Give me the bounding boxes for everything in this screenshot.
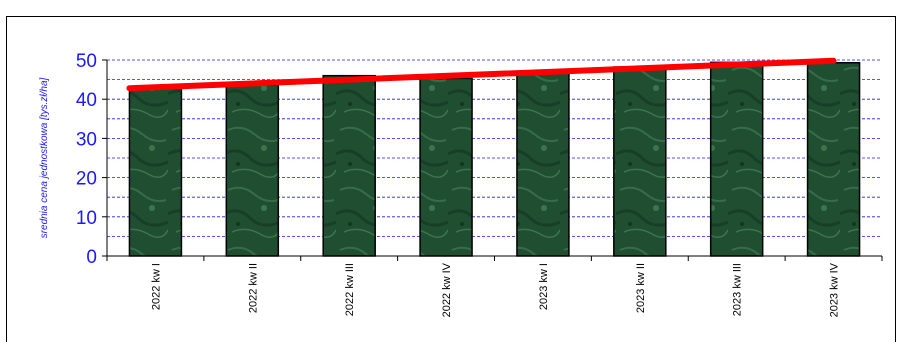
x-tick-label: 2023 kw III xyxy=(732,263,744,316)
y-tick-label: 0 xyxy=(86,247,97,268)
trend-line xyxy=(126,57,837,92)
bar xyxy=(709,61,764,257)
y-tick-label: 20 xyxy=(76,169,97,190)
x-tick-label: 2022 kw I xyxy=(150,263,162,310)
x-tick-label: 2022 kw II xyxy=(247,263,259,313)
y-tick-label: 30 xyxy=(76,129,97,150)
bar xyxy=(128,85,183,257)
y-axis-label: srednia cena jednostkowa [tys.zł/ha] xyxy=(39,77,50,238)
trendline xyxy=(126,57,837,92)
bar xyxy=(322,74,376,257)
bar xyxy=(419,77,473,257)
x-tick-label: 2023 kw IV xyxy=(829,262,841,317)
x-tick-label: 2022 kw III xyxy=(344,263,356,316)
axes: 0 10 20 30 40 50 2022 kw I 2022 kw II 2022 kw II… xyxy=(76,51,883,317)
bar xyxy=(516,71,570,257)
y-tick-label: 10 xyxy=(76,208,97,229)
bar xyxy=(225,84,280,257)
bar xyxy=(613,66,667,257)
x-tick-label: 2023 kw I xyxy=(538,263,550,310)
y-tick-label: 40 xyxy=(76,90,97,111)
x-tick-label: 2023 kw II xyxy=(635,263,647,313)
bars xyxy=(128,61,861,257)
bar xyxy=(806,61,861,257)
y-tick-label: 50 xyxy=(76,51,97,72)
x-tick-label: 2022 kw IV xyxy=(441,262,453,317)
